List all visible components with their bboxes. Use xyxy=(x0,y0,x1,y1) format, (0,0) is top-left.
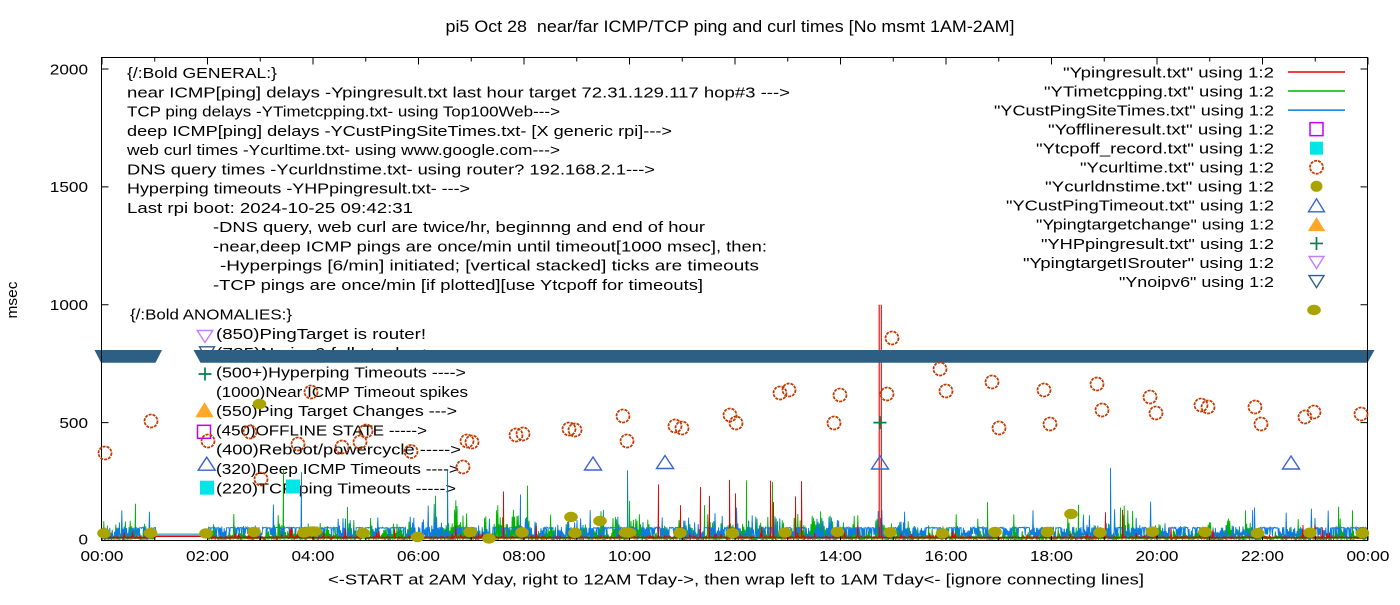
svg-text:-DNS query, web curl are twice: -DNS query, web curl are twice/hr, begin… xyxy=(213,219,705,236)
svg-text:"Yofflineresult.txt" using 1:2: "Yofflineresult.txt" using 1:2 xyxy=(1048,122,1274,139)
svg-text:08:00: 08:00 xyxy=(503,548,546,565)
svg-text:deep ICMP[ping] delays -YCustP: deep ICMP[ping] delays -YCustPingSiteTim… xyxy=(127,123,672,140)
svg-text:12:00: 12:00 xyxy=(714,548,757,565)
svg-text:"Ytcpoff_record.txt" using 1:2: "Ytcpoff_record.txt" using 1:2 xyxy=(1036,141,1274,158)
svg-text:500: 500 xyxy=(59,415,88,432)
svg-text:"Ypingresult.txt" using 1:2: "Ypingresult.txt" using 1:2 xyxy=(1063,64,1274,81)
svg-text:{/:Bold ANOMALIES:}: {/:Bold ANOMALIES:} xyxy=(130,307,292,324)
svg-text:{/:Bold GENERAL:}: {/:Bold GENERAL:} xyxy=(127,65,277,82)
svg-text:-TCP pings are once/min [if pl: -TCP pings are once/min [if plotted][use… xyxy=(213,277,703,294)
svg-text:10:00: 10:00 xyxy=(608,548,651,565)
svg-text:02:00: 02:00 xyxy=(186,548,229,565)
svg-text:web curl times -Ycurltime.txt-: web curl times -Ycurltime.txt- using www… xyxy=(126,142,560,159)
svg-text:(500+)Hyperping Timeouts ---->: (500+)Hyperping Timeouts ----> xyxy=(216,365,466,382)
svg-text:"YHPpingresult.txt" using 1:2: "YHPpingresult.txt" using 1:2 xyxy=(1041,236,1274,253)
svg-text:20:00: 20:00 xyxy=(1136,548,1179,565)
svg-text:pi5 Oct 28 near/far ICMP/TCP: pi5 Oct 28 near/far ICMP/TCP ping and cu… xyxy=(446,17,1015,36)
svg-text:TCP ping delays -YTimetcpping.: TCP ping delays -YTimetcpping.txt- using… xyxy=(127,104,560,121)
svg-text:14:00: 14:00 xyxy=(819,548,862,565)
svg-text:(450)OFFLINE STATE ----->: (450)OFFLINE STATE -----> xyxy=(216,422,427,439)
svg-text:"Ycurldnstime.txt" using 1:2: "Ycurldnstime.txt" using 1:2 xyxy=(1045,179,1274,196)
svg-text:"YTimetcpping.txt" using 1:2: "YTimetcpping.txt" using 1:2 xyxy=(1044,83,1274,100)
svg-text:00:00: 00:00 xyxy=(81,548,124,565)
svg-text:"Ypingtargetchange" using 1:2: "Ypingtargetchange" using 1:2 xyxy=(1036,217,1274,234)
svg-text:04:00: 04:00 xyxy=(292,548,335,565)
svg-text:Last rpi boot: 2024-10-25 09:4: Last rpi boot: 2024-10-25 09:42:31 xyxy=(127,200,413,217)
svg-text:1500: 1500 xyxy=(50,179,88,196)
svg-text:0: 0 xyxy=(79,531,89,548)
svg-text:(1000)Near ICMP Timeout spikes: (1000)Near ICMP Timeout spikes xyxy=(216,384,468,401)
svg-text:(850)PingTarget is router!: (850)PingTarget is router! xyxy=(216,326,426,343)
svg-text:<-START at 2AM Yday, right to: <-START at 2AM Yday, right to 12AM Tday-… xyxy=(328,572,1144,589)
svg-text:18:00: 18:00 xyxy=(1030,548,1073,565)
svg-text:-near,deep ICMP pings are once: -near,deep ICMP pings are once/min until… xyxy=(213,238,767,255)
svg-text:"YpingtargetISrouter" using 1:: "YpingtargetISrouter" using 1:2 xyxy=(1023,255,1274,272)
svg-text:00:00: 00:00 xyxy=(1347,548,1390,565)
svg-text:"YCustPingSiteTimes.txt" using: "YCustPingSiteTimes.txt" using 1:2 xyxy=(994,102,1274,119)
svg-text:(220)TCP ping Timeouts ----->: (220)TCP ping Timeouts -----> xyxy=(216,480,456,497)
svg-text:(400)Reboot/powercycle ----->: (400)Reboot/powercycle -----> xyxy=(216,442,461,459)
svg-text:"Ycurltime.txt" using 1:2: "Ycurltime.txt" using 1:2 xyxy=(1080,160,1274,177)
svg-text:Hyperping timeouts -YHPpingres: Hyperping timeouts -YHPpingresult.txt- -… xyxy=(127,181,470,198)
svg-text:1000: 1000 xyxy=(50,297,88,314)
svg-text:(550)Ping Target Changes --->: (550)Ping Target Changes ---> xyxy=(216,403,457,420)
svg-text:"Ynoipv6" using 1:2: "Ynoipv6" using 1:2 xyxy=(1119,274,1274,291)
svg-text:near ICMP[ping] delays -Ypingr: near ICMP[ping] delays -Ypingresult.txt … xyxy=(127,84,790,101)
svg-text:msec: msec xyxy=(4,281,21,319)
svg-text:"YCustPingTimeout.txt" using 1: "YCustPingTimeout.txt" using 1:2 xyxy=(1006,198,1274,215)
svg-text:-Hyperpings [6/min] initiated;: -Hyperpings [6/min] initiated; [vertical… xyxy=(220,258,759,275)
svg-text:22:00: 22:00 xyxy=(1241,548,1284,565)
svg-text:(320)Deep ICMP Timeouts ---->: (320)Deep ICMP Timeouts ----> xyxy=(216,461,459,478)
svg-text:2000: 2000 xyxy=(50,61,88,78)
svg-text:DNS query times -Ycurldnstime.: DNS query times -Ycurldnstime.txt- using… xyxy=(127,161,655,178)
svg-text:06:00: 06:00 xyxy=(397,548,440,565)
svg-text:16:00: 16:00 xyxy=(925,548,968,565)
